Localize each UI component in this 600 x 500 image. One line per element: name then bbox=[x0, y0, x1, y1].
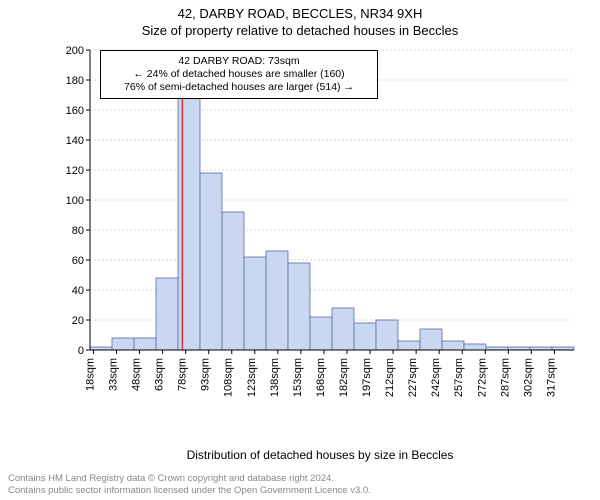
x-tick-label: 123sqm bbox=[246, 358, 258, 397]
callout-line2: ← 24% of detached houses are smaller (16… bbox=[109, 68, 369, 81]
x-tick-label: 197sqm bbox=[361, 358, 373, 397]
x-axis-title: Distribution of detached houses by size … bbox=[60, 448, 580, 462]
histogram-bar bbox=[332, 308, 354, 350]
histogram-bar bbox=[354, 323, 376, 350]
x-tick-label: 153sqm bbox=[292, 358, 304, 397]
x-tick-label: 138sqm bbox=[269, 358, 281, 397]
svg-text:120: 120 bbox=[66, 165, 84, 177]
histogram-bar bbox=[266, 251, 288, 350]
histogram-bar bbox=[134, 338, 156, 350]
x-tick-label: 257sqm bbox=[453, 358, 465, 397]
x-tick-label: 212sqm bbox=[384, 358, 396, 397]
histogram-bar bbox=[156, 278, 178, 350]
x-tick-label: 48sqm bbox=[131, 358, 143, 391]
x-tick-label: 182sqm bbox=[338, 358, 350, 397]
histogram-bar bbox=[464, 344, 486, 350]
histogram-bar bbox=[244, 257, 266, 350]
x-tick-label: 317sqm bbox=[545, 358, 557, 397]
svg-text:100: 100 bbox=[66, 195, 84, 207]
histogram-plot: 0 20 40 60 80 100 120 140 160 180 200 18sqm 33sqm 48s… bbox=[60, 46, 580, 416]
x-tick-label: 63sqm bbox=[154, 358, 166, 391]
x-tick-label: 227sqm bbox=[407, 358, 419, 397]
svg-text:80: 80 bbox=[72, 225, 84, 237]
callout-box: 42 DARBY ROAD: 73sqm ← 24% of detached h… bbox=[100, 50, 378, 99]
histogram-bar bbox=[376, 320, 398, 350]
svg-text:60: 60 bbox=[72, 255, 84, 267]
footer-line1: Contains HM Land Registry data © Crown c… bbox=[8, 473, 371, 484]
svg-text:160: 160 bbox=[66, 105, 84, 117]
page-title-line1: 42, DARBY ROAD, BECCLES, NR34 9XH bbox=[0, 0, 600, 21]
x-tick-label: 272sqm bbox=[476, 358, 488, 397]
histogram-bar bbox=[442, 341, 464, 350]
histogram-bar bbox=[222, 212, 244, 350]
svg-text:0: 0 bbox=[78, 345, 84, 357]
x-tick-label: 242sqm bbox=[430, 358, 442, 397]
x-tick-label: 287sqm bbox=[499, 358, 511, 397]
page-title-line2: Size of property relative to detached ho… bbox=[0, 21, 600, 38]
x-tick-label: 168sqm bbox=[315, 358, 327, 397]
x-tick-label: 93sqm bbox=[200, 358, 212, 391]
callout-line1: 42 DARBY ROAD: 73sqm bbox=[109, 55, 369, 68]
footer-line2: Contains public sector information licen… bbox=[8, 485, 371, 496]
svg-text:140: 140 bbox=[66, 135, 84, 147]
x-tick-label: 78sqm bbox=[177, 358, 189, 391]
callout-line3: 76% of semi-detached houses are larger (… bbox=[109, 81, 369, 94]
histogram-bar bbox=[398, 341, 420, 350]
histogram-bar bbox=[288, 263, 310, 350]
histogram-bar bbox=[112, 338, 134, 350]
x-tick-label: 108sqm bbox=[223, 358, 235, 397]
footer-attribution: Contains HM Land Registry data © Crown c… bbox=[8, 473, 371, 496]
histogram-bar bbox=[200, 173, 222, 350]
x-tick-label: 302sqm bbox=[522, 358, 534, 397]
histogram-bar bbox=[178, 95, 200, 350]
histogram-bar bbox=[420, 329, 442, 350]
svg-text:40: 40 bbox=[72, 285, 84, 297]
histogram-bar bbox=[310, 317, 332, 350]
svg-text:200: 200 bbox=[66, 46, 84, 57]
x-tick-label: 18sqm bbox=[84, 358, 96, 391]
svg-text:20: 20 bbox=[72, 315, 84, 327]
x-tick-label: 33sqm bbox=[108, 358, 120, 391]
svg-text:180: 180 bbox=[66, 75, 84, 87]
